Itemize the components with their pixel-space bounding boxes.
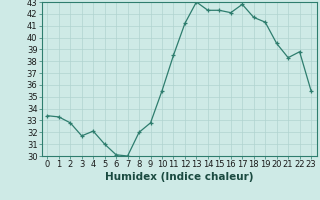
X-axis label: Humidex (Indice chaleur): Humidex (Indice chaleur) [105,172,253,182]
